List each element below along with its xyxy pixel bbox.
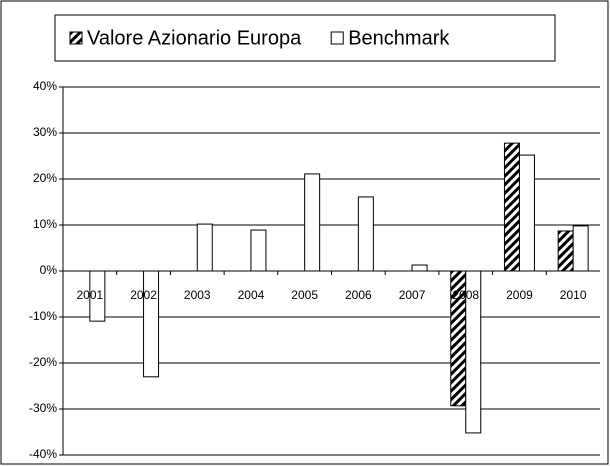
bar	[411, 264, 428, 272]
y-tick-label: 0%	[40, 263, 58, 277]
x-tick-label: 2003	[184, 288, 211, 302]
y-tick-label: 20%	[33, 171, 57, 185]
x-tick-label: 2008	[452, 288, 479, 302]
x-tick-label: 2007	[399, 288, 426, 302]
legend-swatch	[69, 31, 83, 45]
y-tick-label: -10%	[29, 309, 57, 323]
y-tick-label: 10%	[33, 217, 57, 231]
x-tick-label: 2001	[76, 288, 103, 302]
bar	[196, 223, 213, 272]
bar	[250, 229, 267, 272]
bar	[357, 196, 374, 272]
x-tick-label: 2004	[238, 288, 265, 302]
y-tick-label: 40%	[33, 79, 57, 93]
bar	[465, 270, 482, 434]
bar	[503, 142, 520, 272]
legend-box	[54, 14, 556, 62]
bar	[518, 154, 535, 272]
bar	[89, 270, 106, 322]
x-tick-label: 2010	[560, 288, 587, 302]
y-tick-label: -40%	[29, 447, 57, 461]
bar	[143, 270, 160, 378]
legend-label: Valore Azionario Europa	[87, 27, 302, 49]
x-tick-label: 2006	[345, 288, 372, 302]
x-tick-label: 2005	[291, 288, 318, 302]
y-tick-label: 30%	[33, 125, 57, 139]
y-tick-label: -30%	[29, 401, 57, 415]
legend-swatch	[330, 31, 344, 45]
bar	[572, 225, 589, 272]
x-tick-label: 2009	[506, 288, 533, 302]
x-tick-label: 2002	[130, 288, 157, 302]
y-tick-label: -20%	[29, 355, 57, 369]
bar	[557, 230, 574, 272]
legend-label: Benchmark	[348, 27, 450, 49]
bar	[304, 173, 321, 272]
